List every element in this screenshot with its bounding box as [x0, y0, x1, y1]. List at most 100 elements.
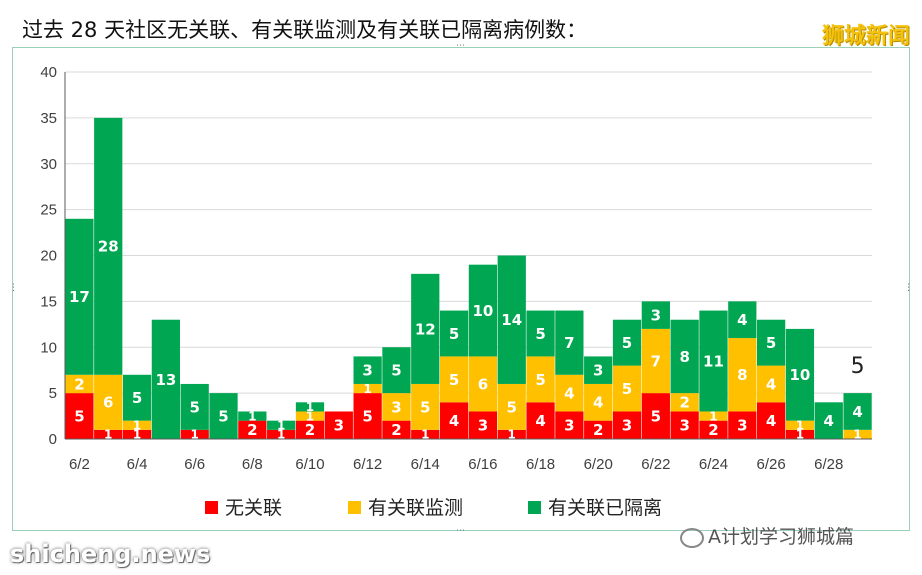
bar-monitored: [584, 383, 613, 421]
bar-quarantined: [497, 255, 526, 384]
bar-monitored: [555, 374, 584, 412]
y-tick-label: 40: [40, 64, 57, 81]
value-label: 5: [449, 371, 459, 389]
bar-monitored: [612, 365, 642, 412]
value-label: 4: [766, 412, 776, 430]
bar-quarantined: [94, 117, 123, 375]
bar-quarantined: [612, 319, 642, 366]
bar-monitored: [785, 420, 815, 430]
value-label: 1: [133, 419, 141, 433]
x-tick-label: 6/14: [411, 456, 440, 473]
value-label: 1: [277, 428, 285, 442]
value-label: 13: [155, 371, 176, 389]
value-label: 5: [132, 389, 142, 407]
x-tick-label: 6/28: [814, 456, 843, 473]
value-label: 1: [191, 428, 199, 442]
bar-quarantined: [180, 383, 209, 430]
value-label: 3: [593, 362, 603, 380]
y-tick-label: 0: [49, 431, 57, 448]
bar-monitored: [382, 393, 411, 421]
bar-unlinked: [353, 393, 382, 439]
value-label: 5: [766, 334, 776, 352]
value-label: 1: [796, 419, 804, 433]
legend-label: 有关联监测: [368, 497, 463, 519]
x-tick-label: 6/6: [184, 456, 205, 473]
value-label: 1: [277, 419, 285, 433]
bar-monitored: [757, 365, 786, 403]
value-label: 1: [306, 409, 314, 423]
bar-monitored: [468, 356, 498, 412]
resize-handle-right-icon[interactable]: ⋮: [904, 283, 913, 293]
value-label: 5: [74, 407, 84, 425]
y-tick-label: 10: [40, 339, 57, 356]
bar-quarantined: [353, 356, 382, 384]
value-label: 1: [796, 428, 804, 442]
bar-quarantined: [785, 328, 815, 421]
y-tick-label: 30: [40, 156, 57, 173]
grid-lines: [65, 71, 872, 394]
value-label: 7: [651, 352, 661, 370]
page-title: 过去 28 天社区无关联、有关联监测及有关联已隔离病例数：: [22, 18, 588, 42]
value-label: 5: [189, 398, 199, 416]
resize-handle-bottom-icon[interactable]: ⋯: [456, 526, 465, 536]
bar-unlinked: [555, 411, 584, 439]
bar-quarantined: [699, 310, 728, 412]
y-tick-label: 15: [40, 293, 57, 310]
y-tick-label: 25: [40, 202, 57, 219]
site-watermark: shicheng.news: [10, 540, 211, 568]
resize-handle-top-icon[interactable]: ⋯: [456, 41, 465, 51]
bar-quarantined: [757, 319, 786, 366]
bar-quarantined: [468, 264, 498, 357]
value-label: 14: [501, 311, 522, 329]
legend-swatch: [348, 501, 361, 514]
value-label: 3: [478, 417, 488, 435]
bar-unlinked: [324, 411, 353, 439]
bar-unlinked: [411, 429, 440, 439]
bar-unlinked: [295, 420, 325, 439]
x-tick-label: 6/16: [468, 456, 497, 473]
legend-swatch: [205, 501, 218, 514]
annotation-label: 5: [851, 354, 865, 379]
value-label: 1: [508, 428, 516, 442]
bar-unlinked: [612, 411, 642, 439]
bar-quarantined: [267, 420, 296, 430]
value-label: 3: [622, 417, 632, 435]
bar-monitored: [699, 411, 728, 421]
bar-quarantined: [584, 356, 613, 384]
value-label: 3: [737, 417, 747, 435]
bar-monitored: [728, 338, 757, 412]
value-label: 4: [449, 412, 459, 430]
wechat-icon: [680, 527, 704, 548]
value-label: 1: [709, 409, 717, 423]
bar-monitored: [439, 356, 469, 403]
resize-handle-left-icon[interactable]: ⋮: [9, 283, 18, 293]
value-label: 1: [421, 428, 429, 442]
bar-quarantined: [122, 374, 152, 421]
bar-quarantined: [65, 218, 94, 375]
value-label: 5: [622, 380, 632, 398]
value-label: 1: [306, 400, 314, 414]
value-label: 4: [766, 375, 776, 393]
x-tick-label: 6/22: [641, 456, 670, 473]
value-label: 1: [853, 428, 861, 442]
bar-quarantined: [295, 402, 325, 412]
y-tick-label: 35: [40, 110, 57, 127]
value-label: 5: [420, 398, 430, 416]
bar-unlinked: [94, 429, 123, 439]
value-label: 5: [391, 362, 401, 380]
bar-quarantined: [641, 301, 670, 329]
bar-unlinked: [267, 429, 296, 439]
bars: [65, 117, 872, 439]
watermark-text: A计划学习狮城篇: [708, 526, 854, 548]
bar-unlinked: [439, 402, 469, 439]
bar-unlinked: [65, 393, 94, 439]
value-label: 2: [74, 375, 84, 393]
value-label: 1: [133, 428, 141, 442]
bar-monitored: [65, 374, 94, 394]
x-tick-label: 6/26: [757, 456, 786, 473]
value-label: 4: [824, 412, 834, 430]
legend-swatch: [528, 501, 541, 514]
bar-quarantined: [382, 347, 411, 394]
